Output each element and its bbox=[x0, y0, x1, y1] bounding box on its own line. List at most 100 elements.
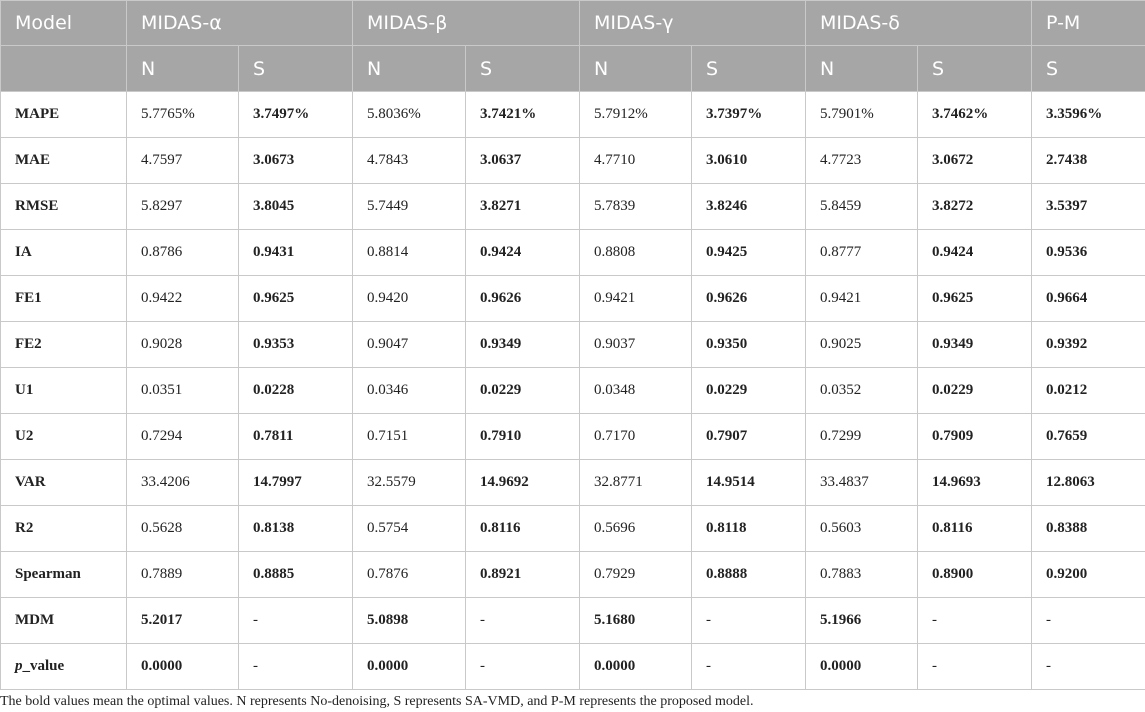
value-cell: 0.0346 bbox=[352, 367, 467, 414]
value-cell: 0.7910 bbox=[465, 413, 581, 460]
subheader-cell: N bbox=[805, 45, 919, 92]
table-body: MAPE 5.7765% 3.7497% 5.8036% 3.7421% 5.7912% 3… bbox=[0, 91, 1145, 690]
value-cell: 5.7901% bbox=[805, 91, 919, 138]
value-cell: 0.7909 bbox=[917, 413, 1033, 460]
value-cell: 0.8138 bbox=[237, 505, 354, 552]
header-empty-cell bbox=[0, 45, 127, 92]
value-cell: 0.9424 bbox=[465, 229, 581, 276]
table-row: VAR 33.4206 14.7997 32.5579 14.9692 32.8771 14… bbox=[0, 459, 1145, 506]
value-cell: 0.9625 bbox=[237, 275, 354, 322]
value-cell: 0.5754 bbox=[352, 505, 467, 552]
metric-rest-part: _value bbox=[22, 658, 65, 674]
value-cell: 0.7876 bbox=[352, 551, 467, 598]
subheader-cell: S bbox=[917, 45, 1033, 92]
value-cell: 0.8116 bbox=[465, 505, 581, 552]
metric-name-cell: U2 bbox=[0, 413, 127, 460]
value-cell: 0.8777 bbox=[805, 229, 919, 276]
value-cell: - bbox=[465, 643, 581, 690]
value-cell: 0.0000 bbox=[126, 643, 239, 690]
value-cell: 0.8786 bbox=[126, 229, 239, 276]
value-cell: 0.9625 bbox=[917, 275, 1033, 322]
header-row-groups: Model MIDAS-α MIDAS-β MIDAS-γ MIDAS-δ P-… bbox=[0, 0, 1145, 46]
value-cell: 3.8246 bbox=[691, 183, 807, 230]
value-cell: 0.8388 bbox=[1031, 505, 1145, 552]
value-cell: 0.7811 bbox=[237, 413, 354, 460]
value-cell: 3.0637 bbox=[465, 137, 581, 184]
value-cell: 0.9349 bbox=[917, 321, 1033, 368]
value-cell: 0.7299 bbox=[805, 413, 919, 460]
value-cell: 0.9536 bbox=[1031, 229, 1145, 276]
header-row-subgroups: N S N S N S N S S bbox=[0, 45, 1145, 92]
metric-name-cell: MAE bbox=[0, 137, 127, 184]
table-row: MAPE 5.7765% 3.7497% 5.8036% 3.7421% 5.7912% 3… bbox=[0, 91, 1145, 138]
value-cell: 33.4837 bbox=[805, 459, 919, 506]
metric-name-cell: IA bbox=[0, 229, 127, 276]
value-cell: 0.9626 bbox=[691, 275, 807, 322]
value-cell: 0.7929 bbox=[579, 551, 693, 598]
value-cell: 0.7294 bbox=[126, 413, 239, 460]
value-cell: 2.7438 bbox=[1031, 137, 1145, 184]
value-cell: - bbox=[465, 597, 581, 644]
metric-name-cell: MAPE bbox=[0, 91, 127, 138]
value-cell: 5.8297 bbox=[126, 183, 239, 230]
value-cell: 0.9420 bbox=[352, 275, 467, 322]
value-cell: 0.9424 bbox=[917, 229, 1033, 276]
value-cell: 0.8888 bbox=[691, 551, 807, 598]
value-cell: - bbox=[1031, 643, 1145, 690]
value-cell: 12.8063 bbox=[1031, 459, 1145, 506]
table-row: RMSE 5.8297 3.8045 5.7449 3.8271 5.7839 3.8246… bbox=[0, 183, 1145, 230]
metric-name-cell: FE2 bbox=[0, 321, 127, 368]
value-cell: 0.5628 bbox=[126, 505, 239, 552]
metric-name-cell: FE1 bbox=[0, 275, 127, 322]
value-cell: 0.9350 bbox=[691, 321, 807, 368]
metric-italic-part: p bbox=[15, 658, 23, 674]
header-midas-alpha: MIDAS-α bbox=[125, 0, 354, 46]
value-cell: 0.9421 bbox=[579, 275, 693, 322]
value-cell: 0.8118 bbox=[691, 505, 807, 552]
value-cell: 0.9353 bbox=[237, 321, 354, 368]
value-cell: 5.1680 bbox=[579, 597, 693, 644]
header-midas-delta: MIDAS-δ bbox=[805, 0, 1033, 46]
metric-name-cell: VAR bbox=[0, 459, 127, 506]
value-cell: 4.7597 bbox=[126, 137, 239, 184]
value-cell: 0.0229 bbox=[465, 367, 581, 414]
table-row: MAE 4.7597 3.0673 4.7843 3.0637 4.7710 3.0610 4… bbox=[0, 137, 1145, 184]
value-cell: 3.8272 bbox=[917, 183, 1033, 230]
value-cell: 0.7889 bbox=[126, 551, 239, 598]
value-cell: 0.9025 bbox=[805, 321, 919, 368]
value-cell: 0.0000 bbox=[352, 643, 467, 690]
value-cell: - bbox=[237, 597, 354, 644]
value-cell: 5.7912% bbox=[579, 91, 693, 138]
value-cell: 0.9626 bbox=[465, 275, 581, 322]
value-cell: - bbox=[691, 597, 807, 644]
value-cell: 0.9421 bbox=[805, 275, 919, 322]
value-cell: 3.8045 bbox=[237, 183, 354, 230]
value-cell: 14.9692 bbox=[465, 459, 581, 506]
value-cell: 5.2017 bbox=[126, 597, 239, 644]
value-cell: 32.8771 bbox=[579, 459, 693, 506]
value-cell: 0.0000 bbox=[805, 643, 919, 690]
value-cell: 0.5603 bbox=[805, 505, 919, 552]
value-cell: 4.7723 bbox=[805, 137, 919, 184]
header-midas-beta: MIDAS-β bbox=[352, 0, 581, 46]
value-cell: 3.7462% bbox=[917, 91, 1033, 138]
value-cell: 5.1966 bbox=[805, 597, 919, 644]
value-cell: 3.0672 bbox=[917, 137, 1033, 184]
value-cell: 0.5696 bbox=[579, 505, 693, 552]
subheader-cell: S bbox=[691, 45, 807, 92]
value-cell: 3.0673 bbox=[237, 137, 354, 184]
value-cell: 0.8900 bbox=[917, 551, 1033, 598]
value-cell: 0.9028 bbox=[126, 321, 239, 368]
value-cell: 3.8271 bbox=[465, 183, 581, 230]
value-cell: - bbox=[917, 643, 1033, 690]
value-cell: 0.0000 bbox=[579, 643, 693, 690]
value-cell: 5.7839 bbox=[579, 183, 693, 230]
value-cell: 0.0212 bbox=[1031, 367, 1145, 414]
metric-name-cell: U1 bbox=[0, 367, 127, 414]
value-cell: 3.3596% bbox=[1031, 91, 1145, 138]
value-cell: 0.8921 bbox=[465, 551, 581, 598]
header-midas-gamma: MIDAS-γ bbox=[579, 0, 807, 46]
subheader-cell: N bbox=[352, 45, 467, 92]
table-row: FE2 0.9028 0.9353 0.9047 0.9349 0.9037 0.9350 0… bbox=[0, 321, 1145, 368]
value-cell: 0.8814 bbox=[352, 229, 467, 276]
